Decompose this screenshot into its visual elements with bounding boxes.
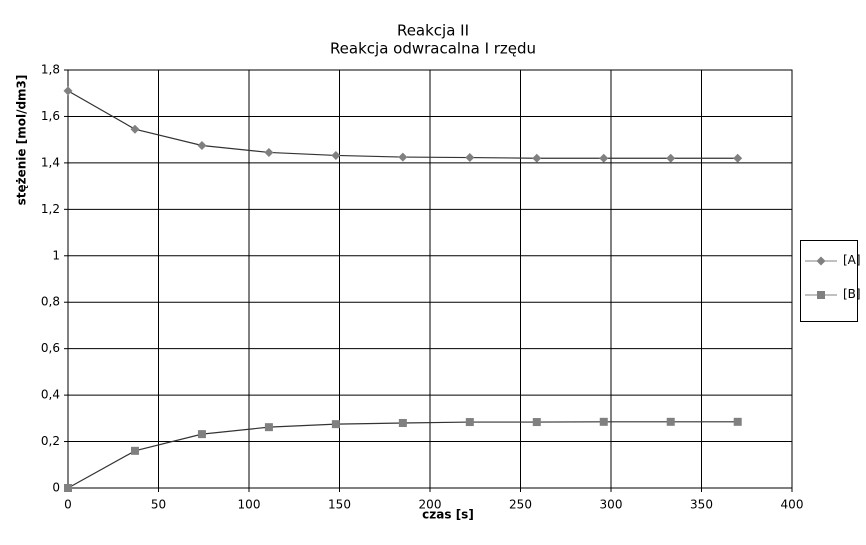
- legend-label: [A]: [843, 253, 861, 267]
- x-tick-label: 250: [509, 498, 532, 512]
- marker: [733, 417, 742, 426]
- x-tick-label: 300: [600, 498, 623, 512]
- marker: [666, 417, 675, 426]
- x-tick-label: 50: [151, 498, 166, 512]
- legend-item: [A]: [805, 253, 861, 283]
- x-tick-label: 400: [781, 498, 804, 512]
- marker: [64, 484, 72, 492]
- marker: [197, 140, 207, 150]
- series-line: [67, 421, 738, 489]
- y-tick-label: 0,2: [41, 434, 60, 448]
- chart-subtitle: Reakcja odwracalna I rzędu: [330, 40, 536, 58]
- marker: [398, 418, 407, 427]
- legend-swatch: [805, 291, 837, 299]
- y-tick-label: 1,8: [41, 63, 60, 77]
- chart-title: Reakcja II: [397, 22, 469, 40]
- marker: [398, 152, 408, 162]
- legend-label: [B]: [843, 287, 861, 301]
- marker: [532, 418, 541, 427]
- plot-frame: [67, 69, 793, 489]
- marker: [599, 153, 609, 163]
- marker: [331, 150, 341, 160]
- x-tick-label: 0: [64, 498, 72, 512]
- y-tick-label: 1,6: [41, 109, 60, 123]
- y-tick-label: 0,4: [41, 388, 60, 402]
- marker: [666, 153, 676, 163]
- y-tick-label: 1,2: [41, 202, 60, 216]
- y-tick-label: 0,6: [41, 341, 60, 355]
- marker: [130, 446, 139, 455]
- y-tick-label: 0: [52, 481, 60, 495]
- marker: [63, 86, 73, 96]
- legend-swatch: [805, 256, 837, 266]
- marker: [599, 417, 608, 426]
- x-axis-label: czas [s]: [422, 508, 474, 522]
- legend: [A] [B]: [800, 240, 861, 322]
- y-tick-label: 1: [52, 248, 60, 262]
- x-tick-label: 150: [328, 498, 351, 512]
- x-tick-label: 100: [238, 498, 261, 512]
- x-tick-label: 350: [690, 498, 713, 512]
- legend-item: [B]: [805, 287, 861, 317]
- marker: [465, 418, 474, 427]
- marker: [816, 256, 826, 266]
- series-line: [67, 90, 738, 159]
- marker: [817, 291, 825, 299]
- y-tick-label: 0,8: [41, 295, 60, 309]
- marker: [331, 420, 340, 429]
- marker: [264, 147, 274, 157]
- marker: [130, 124, 140, 134]
- marker: [264, 423, 273, 432]
- marker: [733, 153, 743, 163]
- marker: [532, 153, 542, 163]
- y-axis-label: stężenie [mol/dm3]: [15, 75, 29, 206]
- x-tick-label: 200: [419, 498, 442, 512]
- marker: [197, 430, 206, 439]
- y-tick-label: 1,4: [41, 155, 60, 169]
- marker: [465, 153, 475, 163]
